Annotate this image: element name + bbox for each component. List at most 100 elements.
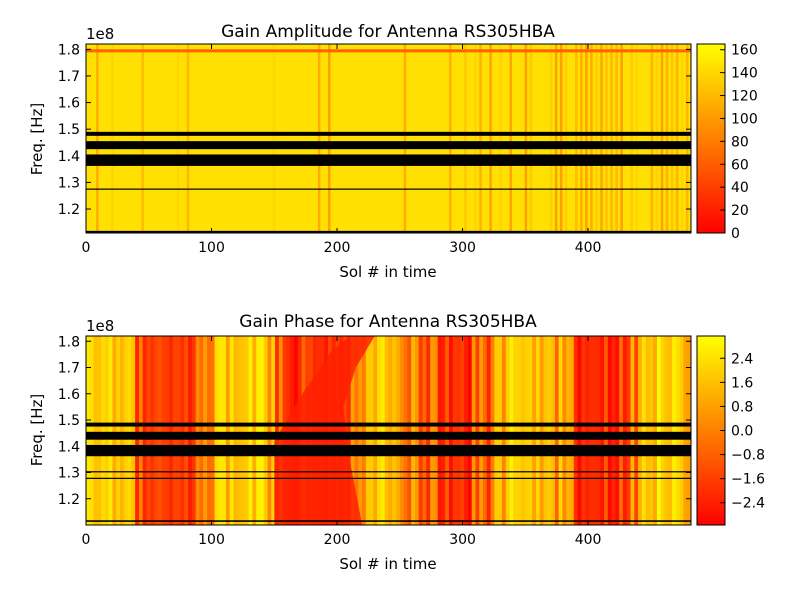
- phase-heatmap-column: [600, 336, 605, 525]
- phase-heatmap-column: [180, 336, 185, 525]
- phase-heatmap-column: [142, 336, 148, 525]
- amplitude-x-label: Sol # in time: [339, 263, 436, 281]
- colorbar-tick-label: 80: [731, 134, 749, 150]
- phase-heatmap-column: [611, 336, 616, 525]
- phase-heatmap-column: [93, 336, 98, 525]
- x-tick-label: 0: [82, 240, 91, 256]
- colorbar-tick-label: 100: [731, 111, 758, 127]
- phase-heatmap-column: [570, 336, 575, 525]
- amplitude-heatmap-column: [96, 44, 99, 233]
- phase-heatmap-column: [108, 336, 114, 525]
- amplitude-heatmap-column: [575, 44, 578, 233]
- phase-heatmap-column: [380, 336, 386, 525]
- phase-heatmap-column: [649, 336, 654, 525]
- phase-heatmap-column: [460, 336, 465, 525]
- amplitude-heatmap-top-streak: [86, 49, 691, 53]
- colorbar-tick-label: 60: [731, 157, 749, 173]
- x-tick-label: 200: [324, 240, 351, 256]
- phase-heatmap-column: [392, 336, 397, 525]
- colorbar-tick-label: 40: [731, 180, 749, 196]
- phase-heatmap-column: [116, 336, 121, 525]
- flagged-band: [86, 471, 691, 473]
- phase-heatmap-column: [146, 336, 151, 525]
- phase-heatmap-column: [188, 336, 193, 525]
- phase-title: Gain Phase for Antenna RS305HBA: [239, 312, 537, 332]
- amplitude-heatmap-column: [529, 44, 533, 233]
- flagged-band: [86, 422, 691, 427]
- phase-heatmap-column: [414, 336, 420, 525]
- phase-heatmap-column: [138, 336, 144, 525]
- amplitude-heatmap-column: [499, 44, 502, 233]
- phase-heatmap-column: [653, 336, 658, 525]
- phase-heatmap-column: [169, 336, 174, 525]
- amplitude-y-label: Freq. [Hz]: [28, 103, 46, 176]
- amplitude-heatmap-column: [449, 44, 452, 233]
- phase-heatmap-column: [271, 336, 276, 525]
- phase-heatmap-column: [535, 336, 541, 525]
- amplitude-heatmap-column: [630, 44, 634, 233]
- amplitude-colorbar-ticks: 0 20 40 60 80 100 120 140 160: [720, 43, 758, 242]
- amplitude-heatmap-column: [660, 44, 664, 233]
- phase-heatmap-column: [222, 336, 227, 525]
- phase-heatmap-column: [672, 336, 677, 525]
- phase-heatmap-column: [225, 336, 231, 525]
- phase-heatmap-column: [437, 336, 443, 525]
- phase-heatmap-column: [467, 336, 473, 525]
- phase-heatmap-column: [263, 336, 269, 525]
- phase-heatmap-column: [256, 336, 261, 525]
- phase-heatmap-column: [267, 336, 272, 525]
- amplitude-heatmap-column: [635, 44, 639, 233]
- amplitude-heatmap-column: [685, 44, 689, 233]
- phase-heatmap-column: [157, 336, 163, 525]
- phase-heatmap-column: [562, 336, 567, 525]
- phase-heatmap-column: [634, 336, 639, 525]
- phase-heatmap-column: [233, 336, 238, 525]
- phase-heatmap-column: [641, 336, 647, 525]
- phase-heatmap-column: [513, 336, 518, 525]
- flagged-band: [86, 188, 691, 190]
- phase-heatmap-column: [191, 336, 197, 525]
- phase-heatmap-column: [558, 336, 564, 525]
- phase-y-offset: 1e8: [86, 317, 114, 335]
- phase-heatmap-column: [607, 336, 613, 525]
- phase-heatmap-column: [588, 336, 594, 525]
- y-tick-label: 1.4: [58, 149, 80, 165]
- phase-heatmap-column: [172, 336, 178, 525]
- phase-heatmap-column: [528, 336, 533, 525]
- phase-x-label: Sol # in time: [339, 555, 436, 573]
- phase-heatmap-column: [592, 336, 598, 525]
- phase-heatmap-column: [433, 336, 439, 525]
- amplitude-heatmap-column: [580, 44, 583, 233]
- amplitude-heatmap-column: [524, 44, 528, 233]
- phase-heatmap-column: [524, 336, 530, 525]
- flagged-band: [86, 131, 691, 136]
- phase-heatmap-column: [259, 336, 265, 525]
- y-tick-label: 1.5: [58, 122, 80, 138]
- phase-heatmap-column: [619, 336, 624, 525]
- y-tick-label: 1.2: [58, 492, 80, 508]
- phase-heatmap-column: [354, 336, 359, 525]
- phase-heatmap-column: [517, 336, 522, 525]
- phase-heatmap-column: [445, 336, 450, 525]
- phase-heatmap-column: [86, 336, 91, 525]
- amplitude-heatmap-column: [559, 44, 563, 233]
- phase-heatmap-column: [596, 336, 601, 525]
- phase-heatmap: [86, 336, 691, 525]
- phase-heatmap-column: [241, 336, 246, 525]
- amplitude-heatmap-column: [615, 44, 618, 233]
- phase-heatmap-column: [464, 336, 469, 525]
- amplitude-heatmap-column: [680, 44, 684, 233]
- phase-heatmap-column: [687, 336, 691, 525]
- phase-heatmap-column: [229, 336, 235, 525]
- amplitude-heatmap-column: [509, 44, 513, 233]
- y-tick-label: 1.4: [58, 439, 80, 455]
- amplitude-heatmap: [86, 44, 691, 233]
- phase-heatmap-column: [441, 336, 446, 525]
- amplitude-heatmap-column: [595, 44, 598, 233]
- phase-heatmap-column: [135, 336, 140, 525]
- phase-heatmap-column: [668, 336, 673, 525]
- amplitude-heatmap-column: [670, 44, 674, 233]
- phase-heatmap-column: [97, 336, 102, 525]
- phase-axes-frame: [85, 335, 692, 526]
- phase-heatmap-column: [350, 336, 356, 525]
